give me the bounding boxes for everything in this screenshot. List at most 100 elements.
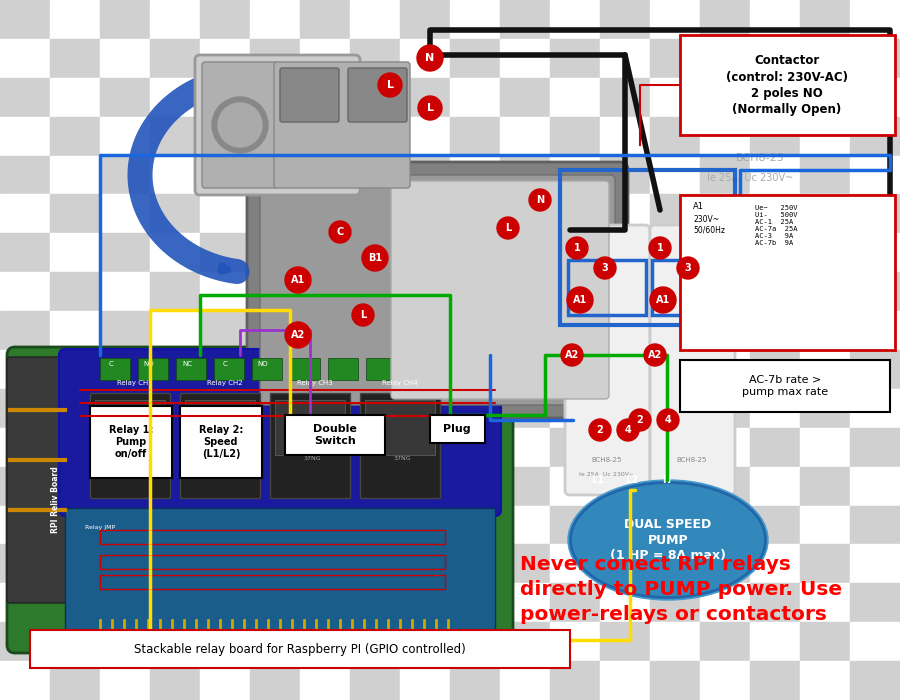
Bar bbox=[700, 39, 750, 78]
Bar bbox=[200, 467, 250, 505]
Text: Ie 25A  Uc 230V~: Ie 25A Uc 230V~ bbox=[706, 173, 793, 183]
Bar bbox=[300, 155, 350, 195]
Bar bbox=[150, 505, 200, 545]
FancyBboxPatch shape bbox=[195, 55, 360, 195]
FancyBboxPatch shape bbox=[366, 358, 396, 380]
Text: 1: 1 bbox=[573, 243, 580, 253]
Bar bbox=[500, 389, 550, 428]
Bar bbox=[400, 428, 450, 467]
Bar bbox=[700, 661, 750, 700]
Bar bbox=[800, 78, 850, 117]
Text: 4: 4 bbox=[625, 425, 632, 435]
Bar bbox=[850, 78, 900, 117]
Text: Plug: Plug bbox=[443, 424, 471, 434]
Circle shape bbox=[529, 189, 551, 211]
Bar bbox=[600, 117, 650, 155]
Bar bbox=[250, 39, 300, 78]
Bar bbox=[300, 428, 350, 467]
Bar bbox=[50, 195, 100, 233]
Text: Never conect RPI relays
directly to PUMP power. Use
power-relays or contactors: Never conect RPI relays directly to PUMP… bbox=[520, 555, 842, 624]
Bar bbox=[350, 467, 400, 505]
Bar bbox=[450, 195, 500, 233]
Bar bbox=[300, 78, 350, 117]
Bar bbox=[450, 311, 500, 350]
Bar bbox=[450, 117, 500, 155]
Text: 37NG: 37NG bbox=[393, 456, 410, 461]
Bar bbox=[600, 622, 650, 661]
Bar bbox=[850, 622, 900, 661]
Bar bbox=[250, 155, 300, 195]
Bar bbox=[550, 661, 600, 700]
Bar bbox=[550, 505, 600, 545]
Bar bbox=[750, 622, 800, 661]
Bar bbox=[450, 0, 500, 39]
Bar bbox=[600, 467, 650, 505]
Bar bbox=[750, 350, 800, 389]
Bar bbox=[0, 428, 50, 467]
Bar bbox=[100, 155, 150, 195]
Bar bbox=[400, 39, 450, 78]
Bar bbox=[400, 622, 450, 661]
Bar bbox=[300, 39, 350, 78]
Bar bbox=[750, 78, 800, 117]
FancyBboxPatch shape bbox=[214, 358, 244, 380]
Bar bbox=[350, 155, 400, 195]
Bar bbox=[850, 350, 900, 389]
Bar bbox=[750, 661, 800, 700]
Bar bbox=[550, 545, 600, 583]
FancyBboxPatch shape bbox=[275, 400, 345, 455]
Circle shape bbox=[212, 97, 268, 153]
Bar bbox=[700, 467, 750, 505]
Bar bbox=[800, 311, 850, 350]
Bar bbox=[500, 39, 550, 78]
Bar bbox=[250, 233, 300, 272]
Bar bbox=[650, 155, 700, 195]
Bar bbox=[400, 389, 450, 428]
Bar bbox=[650, 195, 700, 233]
Text: RPI Reliv Board: RPI Reliv Board bbox=[50, 467, 59, 533]
Circle shape bbox=[285, 267, 311, 293]
Bar bbox=[0, 545, 50, 583]
Bar bbox=[700, 311, 750, 350]
Bar bbox=[200, 583, 250, 622]
Bar bbox=[800, 0, 850, 39]
Text: 4: 4 bbox=[664, 415, 671, 425]
Bar bbox=[0, 39, 50, 78]
Bar bbox=[850, 117, 900, 155]
Bar bbox=[350, 583, 400, 622]
Text: NC: NC bbox=[182, 361, 192, 367]
Bar bbox=[100, 545, 150, 583]
Circle shape bbox=[677, 257, 699, 279]
Bar bbox=[300, 389, 350, 428]
Bar bbox=[150, 350, 200, 389]
Bar bbox=[50, 467, 100, 505]
Bar bbox=[600, 583, 650, 622]
Bar bbox=[350, 428, 400, 467]
FancyBboxPatch shape bbox=[100, 358, 130, 380]
Bar bbox=[150, 311, 200, 350]
Circle shape bbox=[418, 96, 442, 120]
Bar bbox=[750, 155, 800, 195]
Bar bbox=[700, 622, 750, 661]
FancyBboxPatch shape bbox=[180, 393, 260, 498]
Text: Relay CH1: Relay CH1 bbox=[117, 380, 153, 386]
Bar bbox=[400, 661, 450, 700]
Bar bbox=[200, 505, 250, 545]
Bar bbox=[450, 583, 500, 622]
FancyBboxPatch shape bbox=[750, 325, 890, 347]
Bar bbox=[200, 622, 250, 661]
Text: Relay CH2: Relay CH2 bbox=[207, 380, 243, 386]
Bar bbox=[350, 311, 400, 350]
Bar bbox=[500, 78, 550, 117]
Ellipse shape bbox=[571, 482, 766, 598]
Bar bbox=[700, 0, 750, 39]
Bar bbox=[150, 155, 200, 195]
Bar bbox=[850, 272, 900, 311]
Bar bbox=[350, 661, 400, 700]
Bar bbox=[300, 661, 350, 700]
Bar bbox=[450, 467, 500, 505]
Bar bbox=[650, 428, 700, 467]
Text: DUAL SPEED
PUMP
(1 HP = 8A max): DUAL SPEED PUMP (1 HP = 8A max) bbox=[610, 517, 726, 563]
Bar bbox=[400, 350, 450, 389]
FancyBboxPatch shape bbox=[247, 162, 628, 418]
